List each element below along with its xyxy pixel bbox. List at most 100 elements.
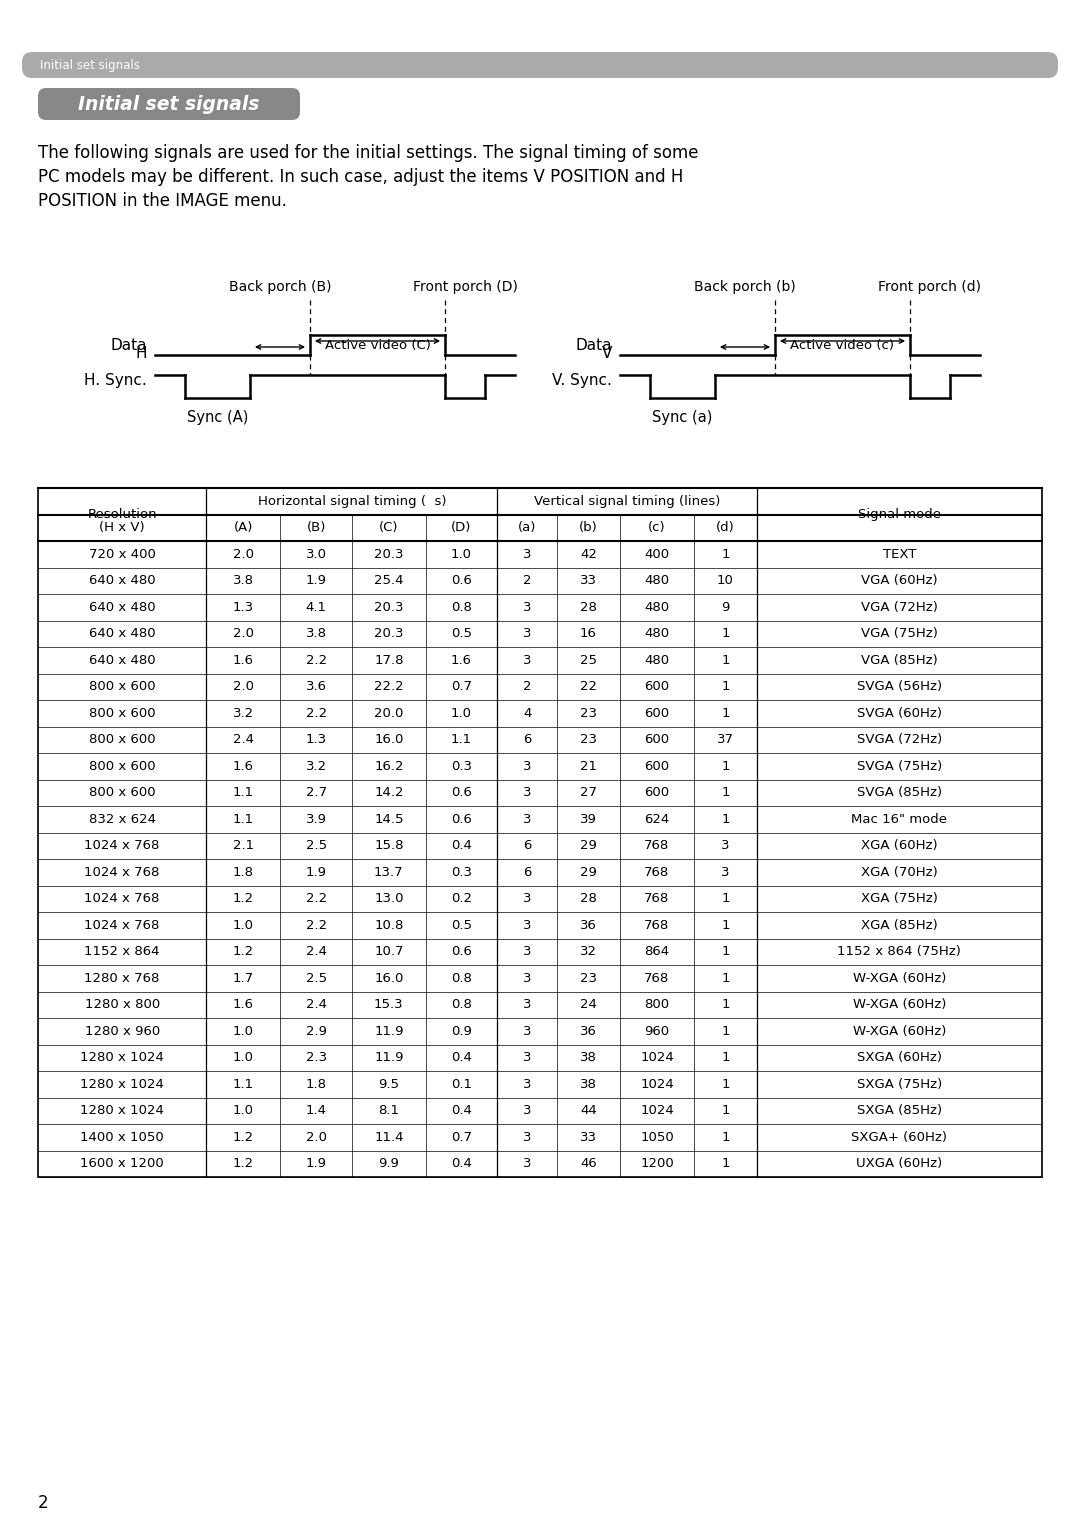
Bar [38,488,1042,1177]
Text: 1400 x 1050: 1400 x 1050 [80,1131,164,1144]
Text: 1: 1 [721,893,730,905]
Text: 1.7: 1.7 [233,972,254,984]
Text: Signal mode: Signal mode [858,508,941,520]
Text: XGA (60Hz): XGA (60Hz) [861,839,937,852]
Text: 29: 29 [580,839,597,852]
Text: XGA (85Hz): XGA (85Hz) [861,919,937,932]
Text: 1.9: 1.9 [306,574,326,588]
Text: 768: 768 [645,893,670,905]
Text: 6: 6 [523,734,531,746]
Text: 44: 44 [580,1105,597,1117]
Text: 23: 23 [580,707,597,720]
Text: 1.8: 1.8 [306,1077,326,1091]
Text: 0.7: 0.7 [451,681,472,693]
Text: V: V [602,346,612,362]
Text: 1.2: 1.2 [233,893,254,905]
Text: SXGA (60Hz): SXGA (60Hz) [856,1051,942,1064]
Text: 3: 3 [523,627,531,641]
Text: 1: 1 [721,945,730,958]
Text: 3: 3 [523,945,531,958]
Text: XGA (75Hz): XGA (75Hz) [861,893,937,905]
Text: SVGA (75Hz): SVGA (75Hz) [856,760,942,772]
Text: 20.0: 20.0 [374,707,404,720]
Text: 768: 768 [645,972,670,984]
Text: 0.4: 0.4 [451,1157,472,1170]
Text: VGA (72Hz): VGA (72Hz) [861,601,937,613]
Text: 1.1: 1.1 [233,786,254,800]
Text: 2: 2 [38,1494,49,1512]
Text: (b): (b) [579,522,598,534]
Text: 768: 768 [645,839,670,852]
Text: (B): (B) [307,522,326,534]
Text: 640 x 480: 640 x 480 [89,653,156,667]
Text: 2.4: 2.4 [306,998,326,1012]
Text: 16.0: 16.0 [374,972,404,984]
Text: 25: 25 [580,653,597,667]
Text: 1600 x 1200: 1600 x 1200 [80,1157,164,1170]
Text: 6: 6 [523,839,531,852]
Text: 640 x 480: 640 x 480 [89,574,156,588]
Text: 1.2: 1.2 [233,945,254,958]
Text: 1.9: 1.9 [306,1157,326,1170]
Text: 1: 1 [721,681,730,693]
Text: 15.3: 15.3 [374,998,404,1012]
Text: 38: 38 [580,1051,597,1064]
Text: 14.5: 14.5 [374,813,404,826]
Text: 3.9: 3.9 [306,813,326,826]
Text: 400: 400 [645,548,670,560]
Text: 1: 1 [721,1051,730,1064]
Text: 0.4: 0.4 [451,1051,472,1064]
Text: 15.8: 15.8 [374,839,404,852]
Text: 1280 x 1024: 1280 x 1024 [80,1051,164,1064]
Text: 1.0: 1.0 [451,707,472,720]
Text: SXGA (85Hz): SXGA (85Hz) [856,1105,942,1117]
Text: (a): (a) [518,522,537,534]
Text: 11.9: 11.9 [374,1025,404,1038]
Text: 1.1: 1.1 [233,813,254,826]
Text: 1152 x 864: 1152 x 864 [84,945,160,958]
Text: 13.0: 13.0 [374,893,404,905]
Text: 1.1: 1.1 [451,734,472,746]
Text: 2.7: 2.7 [306,786,326,800]
Text: 3.0: 3.0 [306,548,326,560]
Text: 0.5: 0.5 [451,919,472,932]
Text: 2.2: 2.2 [306,919,326,932]
Text: 29: 29 [580,865,597,879]
Text: 28: 28 [580,601,597,613]
Text: 1.4: 1.4 [306,1105,326,1117]
Text: 640 x 480: 640 x 480 [89,627,156,641]
Text: 1: 1 [721,1131,730,1144]
Text: 3: 3 [523,653,531,667]
Text: 2.0: 2.0 [233,627,254,641]
Text: (c): (c) [648,522,665,534]
Text: 36: 36 [580,919,597,932]
Text: 0.4: 0.4 [451,839,472,852]
Text: 17.8: 17.8 [374,653,404,667]
Text: 20.3: 20.3 [374,601,404,613]
Text: 1: 1 [721,919,730,932]
Text: 800 x 600: 800 x 600 [89,707,156,720]
Text: 2.2: 2.2 [306,653,326,667]
Text: H: H [135,346,147,362]
Text: Mac 16" mode: Mac 16" mode [851,813,947,826]
Text: Back porch (b): Back porch (b) [694,279,796,295]
Text: (A): (A) [233,522,253,534]
Text: 480: 480 [645,627,670,641]
Text: 2.9: 2.9 [306,1025,326,1038]
Text: 11.9: 11.9 [374,1051,404,1064]
Text: 1024 x 768: 1024 x 768 [84,839,160,852]
Text: V. Sync.: V. Sync. [552,372,612,388]
Text: 1.6: 1.6 [451,653,472,667]
Text: 0.8: 0.8 [451,601,472,613]
Text: 1: 1 [721,653,730,667]
Text: 0.6: 0.6 [451,574,472,588]
Text: 3.8: 3.8 [306,627,326,641]
Text: 3: 3 [523,1025,531,1038]
Text: 864: 864 [645,945,670,958]
Text: W-XGA (60Hz): W-XGA (60Hz) [853,998,946,1012]
Text: 600: 600 [645,734,670,746]
Text: 0.8: 0.8 [451,972,472,984]
Text: 2.0: 2.0 [233,681,254,693]
Text: 1.0: 1.0 [233,1025,254,1038]
Text: 16.0: 16.0 [374,734,404,746]
